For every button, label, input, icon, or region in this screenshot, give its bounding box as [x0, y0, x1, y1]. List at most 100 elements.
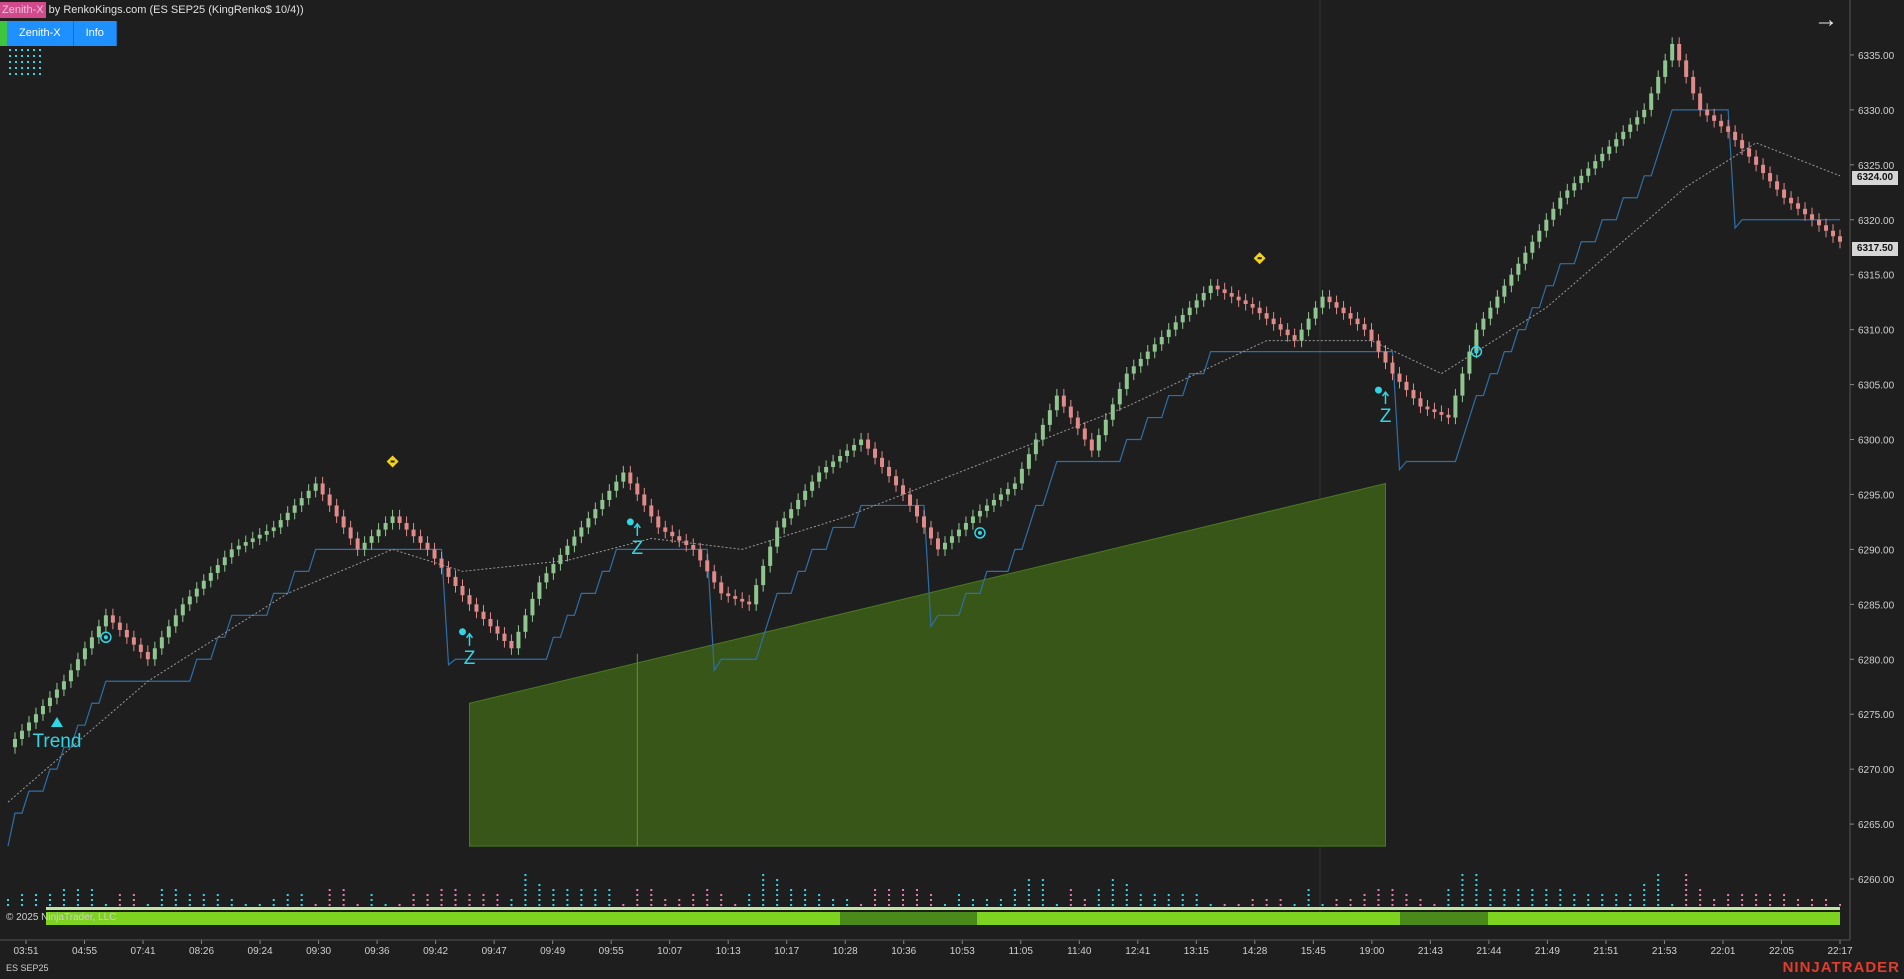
histogram-dot: [1475, 879, 1478, 881]
histogram-dot: [594, 904, 597, 906]
histogram-dot: [650, 899, 653, 901]
histogram-dot: [1125, 899, 1128, 901]
histogram-dot: [412, 904, 415, 906]
histogram-dot: [1643, 889, 1646, 891]
histogram-dot: [1279, 899, 1282, 901]
candle-body: [768, 546, 773, 566]
histogram-dot: [552, 904, 555, 906]
histogram-dot: [1489, 904, 1492, 906]
zenith-x-button[interactable]: Zenith-X: [7, 21, 74, 46]
candle-body: [1271, 318, 1276, 325]
x-tick-label: 13:15: [1184, 946, 1209, 957]
histogram-dot: [1111, 899, 1114, 901]
grid-dot: [33, 55, 35, 57]
histogram-dot: [1405, 899, 1408, 901]
histogram-dot: [678, 899, 681, 901]
candle-body: [1579, 175, 1584, 184]
candle-body: [1054, 395, 1059, 411]
candle-body: [1250, 304, 1255, 308]
histogram-dot: [1727, 894, 1730, 896]
grid-dot: [27, 55, 29, 57]
candle-body: [1523, 252, 1528, 264]
arrow-right-icon[interactable]: →: [1814, 6, 1838, 33]
chart-title: Zenith-X by RenkoKings.com (ES SEP25 (Ki…: [0, 2, 304, 18]
histogram-dot: [818, 894, 821, 896]
histogram-dot: [440, 904, 443, 906]
histogram-dot: [1125, 889, 1128, 891]
candle-body: [1376, 340, 1381, 352]
info-button[interactable]: Info: [73, 21, 117, 46]
grid-dot: [15, 55, 17, 57]
histogram-dot: [1153, 899, 1156, 901]
histogram-dot: [1741, 894, 1744, 896]
histogram-dot: [1769, 904, 1772, 906]
candle-body: [481, 611, 486, 619]
histogram-dot: [1223, 904, 1226, 906]
candle-body: [810, 481, 815, 491]
x-tick-label: 10:13: [716, 946, 741, 957]
histogram-dot: [1307, 889, 1310, 891]
candle-body: [586, 518, 591, 528]
candle-body: [824, 466, 829, 473]
histogram-dot: [258, 904, 261, 906]
histogram-dot: [1601, 904, 1604, 906]
candle-body: [1327, 296, 1332, 303]
candle-body: [1320, 296, 1325, 308]
histogram-dot: [580, 894, 583, 896]
histogram-dot: [1013, 904, 1016, 906]
histogram-dot: [384, 904, 387, 906]
candle-body: [201, 580, 206, 589]
histogram-dot: [524, 904, 527, 906]
histogram-dot: [804, 904, 807, 906]
candle-body: [880, 457, 885, 467]
histogram-dot: [328, 889, 331, 891]
histogram-dot: [272, 899, 275, 901]
candle-body: [173, 615, 178, 627]
candle-body: [152, 648, 157, 660]
histogram-dot: [1615, 904, 1618, 906]
grid-dot: [9, 61, 11, 63]
candle-body: [1502, 285, 1507, 297]
candle-body: [222, 557, 227, 566]
candle-body: [1621, 131, 1626, 140]
histogram-dot: [1713, 904, 1716, 906]
histogram-dot: [160, 889, 163, 891]
histogram-dot: [734, 904, 737, 906]
y-tick-label: 6320.00: [1858, 216, 1895, 227]
histogram-dot: [468, 894, 471, 896]
indicator-badge: Zenith-X: [0, 2, 46, 18]
candle-body: [977, 510, 982, 517]
candle-body: [1782, 189, 1787, 198]
candle-body: [1264, 313, 1269, 319]
histogram-dot: [1195, 899, 1198, 901]
histogram-dot: [132, 904, 135, 906]
candle-body: [516, 631, 521, 649]
candle-body: [40, 705, 45, 715]
histogram-dot: [692, 899, 695, 901]
candle-body: [600, 499, 605, 510]
histogram-dot: [1811, 899, 1814, 901]
histogram-dot: [398, 904, 401, 906]
histogram-dot: [1811, 904, 1814, 906]
histogram-dot: [888, 889, 891, 891]
candle-body: [369, 536, 374, 543]
histogram-dot: [1475, 884, 1478, 886]
trend-bar-segment: [1400, 912, 1488, 925]
candle-body: [866, 439, 871, 449]
histogram-dot: [328, 894, 331, 896]
z-signal-arrowhead-icon: [465, 632, 474, 639]
target-signal-center-icon: [1474, 349, 1479, 354]
candle-body: [1838, 236, 1842, 242]
candle-body: [1719, 120, 1724, 127]
histogram-dot: [566, 894, 569, 896]
histogram-dot: [1447, 889, 1450, 891]
histogram-dot: [1097, 899, 1100, 901]
histogram-dot: [985, 904, 988, 906]
histogram-dot: [804, 899, 807, 901]
histogram-dot: [1027, 899, 1030, 901]
candle-body: [628, 472, 633, 484]
candle-body: [537, 582, 542, 599]
candle-body: [1803, 208, 1808, 215]
histogram-dot: [1629, 899, 1632, 901]
